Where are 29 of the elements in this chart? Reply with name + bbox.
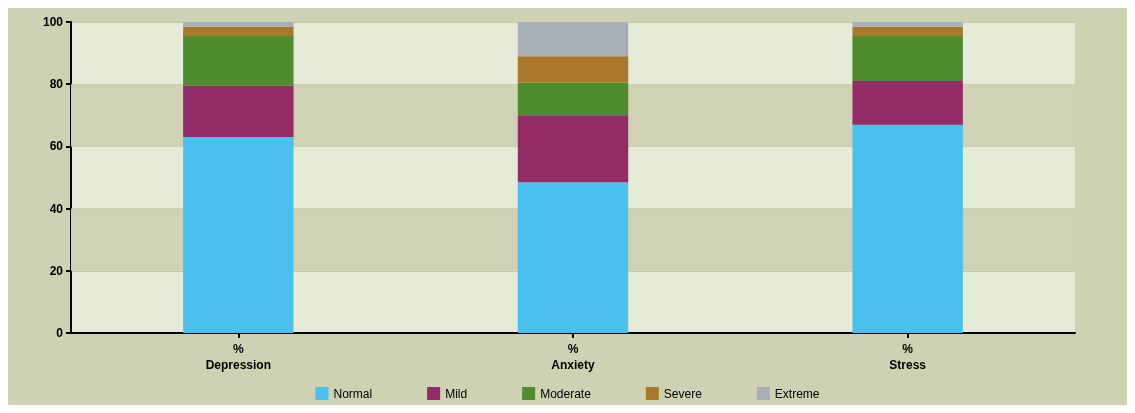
bar — [517, 22, 629, 57]
y-tick-label: 80 — [49, 77, 64, 92]
x-tick-label: % Stress — [889, 342, 927, 372]
bar — [183, 85, 294, 138]
y-tick-label: 100 — [42, 15, 64, 29]
legend-label: Moderate — [540, 386, 592, 401]
legend-label: Extreme — [774, 386, 820, 401]
legend-label: Normal — [333, 386, 373, 401]
bar — [183, 22, 294, 27]
legend-label: Mild — [445, 386, 468, 401]
bar — [517, 115, 629, 183]
bar — [852, 124, 963, 333]
bar — [852, 22, 963, 27]
x-tick-label: % Anxiety — [551, 342, 595, 372]
bar — [517, 182, 629, 333]
bar — [517, 56, 629, 83]
y-tick-label: 0 — [56, 326, 64, 340]
bar — [852, 36, 963, 82]
y-tick-label: 60 — [49, 139, 64, 154]
y-tick-label: 40 — [49, 201, 64, 216]
bar — [183, 35, 294, 86]
bar — [183, 26, 294, 36]
bar — [852, 26, 963, 36]
bar — [517, 82, 629, 116]
y-tick-label: 20 — [49, 263, 64, 278]
bar — [183, 137, 294, 333]
legend-label: Severe — [663, 386, 703, 401]
bar — [852, 81, 963, 125]
x-tick-label: % Depression — [205, 342, 272, 372]
